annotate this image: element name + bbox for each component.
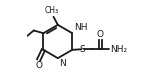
- Text: CH₃: CH₃: [45, 6, 59, 15]
- Text: O: O: [35, 61, 42, 70]
- Text: NH₂: NH₂: [110, 45, 127, 54]
- Text: S: S: [80, 45, 85, 54]
- Text: N: N: [59, 59, 66, 68]
- Text: NH: NH: [75, 23, 88, 32]
- Text: O: O: [97, 30, 104, 39]
